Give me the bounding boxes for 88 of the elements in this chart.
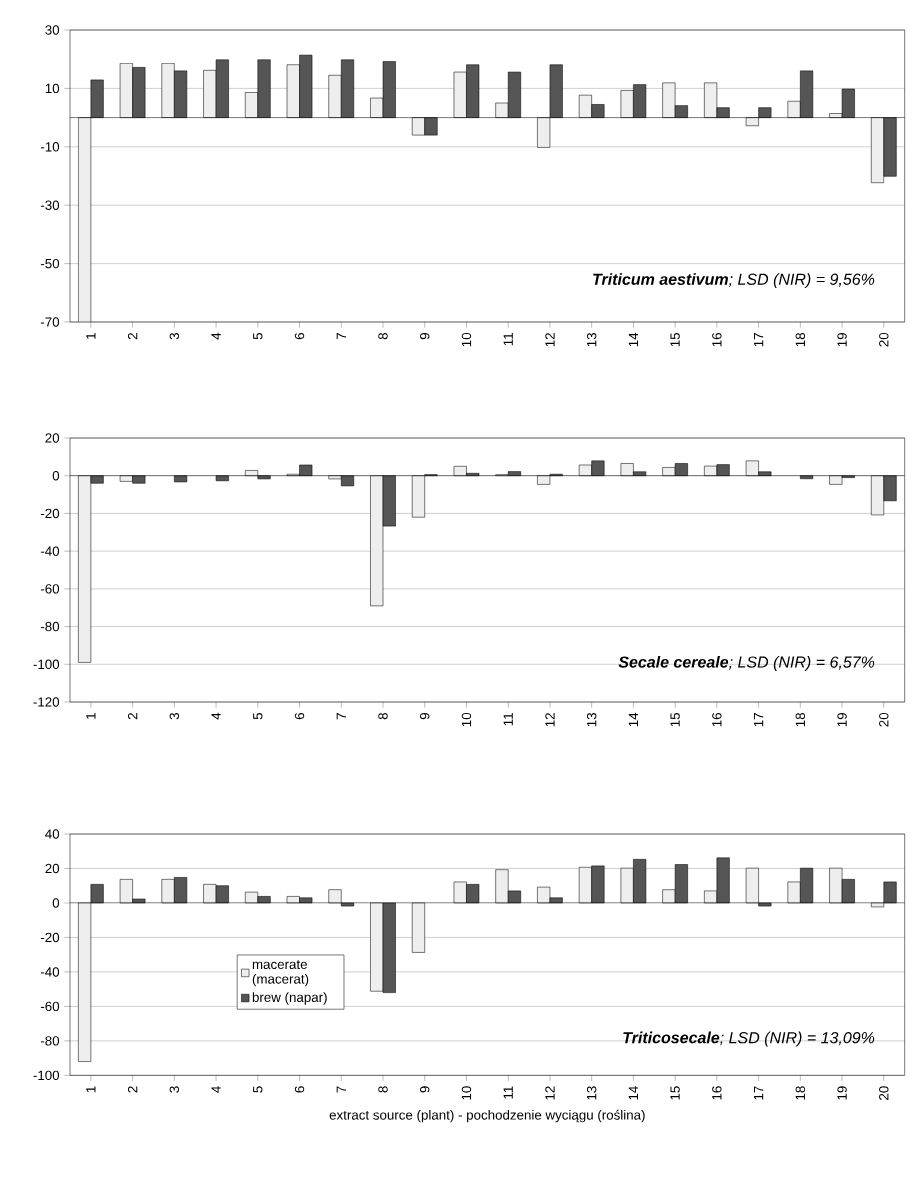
x-tick-label: 7 xyxy=(336,1086,347,1093)
x-tick-label: 11 xyxy=(503,1086,513,1099)
x-tick-label: 2 xyxy=(128,333,138,340)
x-tick-label: 19 xyxy=(837,1086,847,1100)
y-tick-label: -50 xyxy=(41,258,60,269)
x-tick-label: 14 xyxy=(628,712,639,727)
x-tick-label: 17 xyxy=(754,713,764,727)
x-tick-label: 7 xyxy=(336,333,347,340)
x-tick-label: 16 xyxy=(712,1086,722,1100)
y-tick-label: -100 xyxy=(33,659,60,670)
x-tick-label: 7 xyxy=(336,713,347,720)
x-tick-label: 17 xyxy=(754,1086,764,1100)
x-tick-label: 8 xyxy=(378,332,388,340)
x-tick-label: 19 xyxy=(837,713,847,727)
x-tick-label: 10 xyxy=(461,1086,472,1100)
x-tick-label: 18 xyxy=(795,332,806,347)
y-tick-label: -40 xyxy=(41,967,60,977)
x-tick-label: 2 xyxy=(128,1086,138,1093)
x-tick-label: 15 xyxy=(670,1086,680,1100)
y-tick-label: 20 xyxy=(45,433,60,443)
y-tick-label: -100 xyxy=(33,1070,60,1081)
x-tick-label: 4 xyxy=(211,1086,221,1093)
x-tick-label: 15 xyxy=(670,332,680,347)
x-tick-label: 12 xyxy=(545,333,555,347)
x-tick-label: 17 xyxy=(754,333,764,347)
x-axis-title: extract source (plant) - pochodzenie wyciągu (roślina) xyxy=(329,1109,645,1123)
x-tick-label: 20 xyxy=(879,712,889,727)
y-tick-label: 30 xyxy=(45,25,60,35)
x-tick-label: 4 xyxy=(211,712,221,720)
y-tick-label: 0 xyxy=(52,471,60,481)
x-tick-label: 10 xyxy=(461,712,472,727)
x-tick-label: 14 xyxy=(628,332,639,347)
x-tick-label: 1 xyxy=(86,1086,96,1093)
x-tick-label: 20 xyxy=(879,1086,889,1100)
x-tick-label: 3 xyxy=(169,1086,180,1093)
x-tick-label: 19 xyxy=(837,333,847,347)
y-tick-label: -60 xyxy=(41,584,60,594)
x-tick-label: 13 xyxy=(587,332,597,347)
x-tick-label: 12 xyxy=(545,713,555,727)
y-tick-label: -60 xyxy=(41,1001,60,1012)
x-tick-label: 18 xyxy=(795,712,806,727)
x-tick-label: 1 xyxy=(86,333,96,339)
y-tick-label: -80 xyxy=(41,1036,60,1046)
y-tick-label: 0 xyxy=(52,898,60,908)
x-tick-label: 4 xyxy=(211,332,221,340)
x-tick-label: 5 xyxy=(253,1086,263,1093)
x-tick-label: 1 xyxy=(86,713,96,719)
x-tick-label: 16 xyxy=(712,332,722,347)
x-tick-label: 5 xyxy=(253,712,263,720)
y-tick-label: -10 xyxy=(41,142,60,152)
legend-label: macerate (macerat) xyxy=(252,960,309,987)
y-tick-label: -80 xyxy=(41,621,60,632)
x-tick-label: 20 xyxy=(879,332,889,347)
y-tick-label: -40 xyxy=(41,546,60,556)
x-tick-label: 13 xyxy=(587,712,597,727)
x-tick-label: 6 xyxy=(294,1086,305,1093)
y-tick-label: -70 xyxy=(41,317,60,327)
annotation: Triticum aestivum; LSD (NIR) = 9,56% xyxy=(593,273,875,289)
x-tick-label: 14 xyxy=(628,1086,639,1100)
x-tick-label: 6 xyxy=(294,712,305,720)
x-tick-label: 8 xyxy=(378,1086,388,1093)
annotation: Triticosecale; LSD (NIR) = 13,09% xyxy=(623,1031,875,1047)
x-tick-label: 12 xyxy=(545,1086,555,1100)
x-tick-label: 10 xyxy=(461,332,472,347)
x-tick-label: 3 xyxy=(169,332,180,340)
y-tick-label: 20 xyxy=(45,863,60,874)
x-tick-label: 11 xyxy=(503,333,513,346)
x-tick-label: 9 xyxy=(420,713,430,720)
x-tick-label: 5 xyxy=(253,332,263,340)
x-tick-label: 11 xyxy=(503,713,513,726)
y-tick-label: 40 xyxy=(45,829,60,839)
x-tick-label: 6 xyxy=(294,332,305,340)
y-tick-label: 10 xyxy=(45,83,60,94)
y-tick-label: -30 xyxy=(41,200,60,210)
y-tick-label: -20 xyxy=(41,932,60,943)
x-tick-label: 8 xyxy=(378,712,388,720)
legend-label: brew (napar) xyxy=(253,992,327,1005)
x-tick-label: 9 xyxy=(420,333,430,340)
x-tick-label: 18 xyxy=(795,1086,806,1100)
x-tick-label: 13 xyxy=(587,1086,597,1100)
x-tick-label: 15 xyxy=(670,712,680,727)
x-tick-label: 3 xyxy=(169,712,180,720)
x-tick-label: 16 xyxy=(712,712,722,727)
y-tick-label: -120 xyxy=(33,697,60,707)
x-tick-label: 2 xyxy=(128,713,138,720)
annotation: Secale cereale; LSD (NIR) = 6,57% xyxy=(618,656,875,671)
y-tick-label: -20 xyxy=(41,508,60,519)
x-tick-label: 9 xyxy=(420,1086,430,1093)
